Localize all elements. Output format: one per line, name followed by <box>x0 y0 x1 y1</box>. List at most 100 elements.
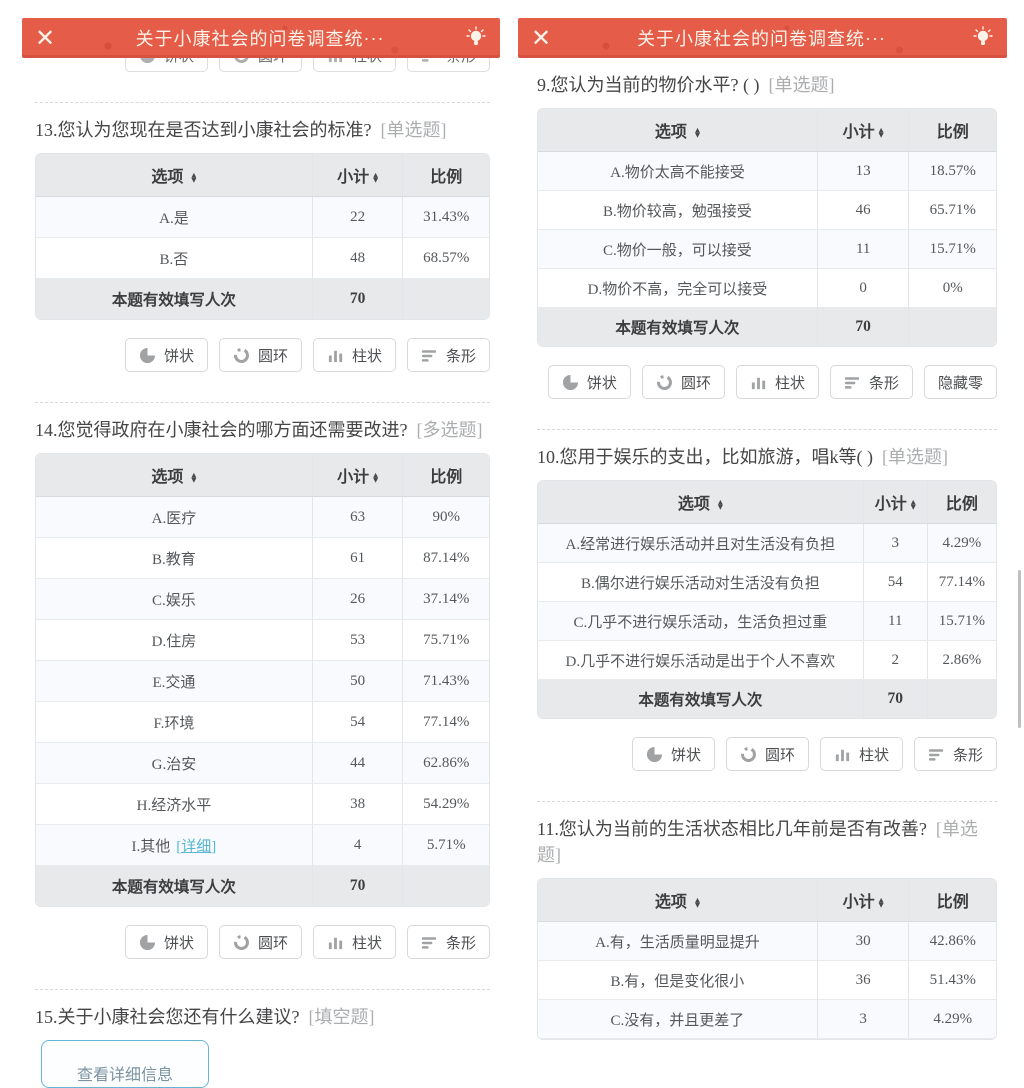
count-cell: 22 <box>312 196 404 238</box>
sort-icon[interactable]: ▲ ▼ <box>191 171 197 185</box>
count-cell: 50 <box>312 660 404 702</box>
bar-icon <box>421 58 438 64</box>
pie-icon <box>139 934 156 951</box>
chart-button-pie[interactable]: 饼状 <box>124 58 208 72</box>
column-header-count[interactable]: 小计 ▲ ▼ <box>312 154 404 197</box>
option-label: I.其他 <box>131 838 171 855</box>
table-header-row: 选项 ▲ ▼ 小计 ▲ ▼ 比例 <box>538 879 996 922</box>
lightbulb-icon[interactable] <box>465 26 487 50</box>
chart-button-pie[interactable]: 饼状 <box>124 338 208 372</box>
column-header-option[interactable]: 选项 ▲ ▼ <box>538 879 818 922</box>
chart-button-bar[interactable]: 条形 <box>913 737 997 771</box>
ring-icon <box>233 347 250 364</box>
chart-button-column[interactable]: 柱状 <box>735 365 819 399</box>
option-label: D.几乎不进行娱乐活动是出于个人不喜欢 <box>565 653 836 670</box>
chart-button-ring[interactable]: 圆环 <box>218 58 302 72</box>
sort-icon[interactable]: ▲ ▼ <box>717 498 723 512</box>
question-type-tag: [多选题] <box>416 420 483 440</box>
column-header-option[interactable]: 选项 ▲ ▼ <box>538 109 818 152</box>
close-icon[interactable]: ✕ <box>531 24 552 52</box>
column-header-count[interactable]: 小计 ▲ ▼ <box>863 481 928 524</box>
sort-icon[interactable]: ▲ ▼ <box>373 171 379 185</box>
chart-button-label: 条形 <box>868 375 899 392</box>
table-row: E.交通 50 71.43% <box>36 660 489 702</box>
sort-icon[interactable]: ▲ ▼ <box>694 126 700 140</box>
table-row: H.经济水平 38 54.29% <box>36 783 489 825</box>
table-row: C.物价一般，可以接受 11 15.71% <box>538 229 996 269</box>
detail-link[interactable]: [详细] <box>176 838 217 855</box>
sort-icon[interactable]: ▲ ▼ <box>373 471 379 485</box>
ratio-cell: 75.71% <box>402 619 489 661</box>
column-header-count[interactable]: 小计 ▲ ▼ <box>312 454 404 497</box>
column-header-option[interactable]: 选项 ▲ ▼ <box>36 454 313 497</box>
pie-icon <box>139 347 156 364</box>
chart-button-ring[interactable]: 圆环 <box>725 737 809 771</box>
ring-icon <box>233 58 250 64</box>
sort-icon[interactable]: ▲ ▼ <box>191 471 197 485</box>
ratio-cell: 68.57% <box>402 237 489 279</box>
chart-button-bar[interactable]: 条形 <box>829 365 913 399</box>
ring-icon <box>233 934 250 951</box>
ratio-cell: 18.57% <box>908 151 996 191</box>
option-label: C.娱乐 <box>152 592 196 609</box>
chart-button-hide_zero[interactable]: 隐藏零 <box>923 365 997 399</box>
column-header-label: 比例 <box>430 469 463 486</box>
chart-button-row: 饼状 圆环 柱状 条形 <box>537 737 997 771</box>
count-cell: 38 <box>312 783 404 825</box>
count-cell: 4 <box>312 824 404 866</box>
chart-button-bar[interactable]: 条形 <box>406 58 490 72</box>
scrollbar[interactable] <box>1018 570 1021 728</box>
chart-button-bar[interactable]: 条形 <box>406 338 490 372</box>
sort-icon[interactable]: ▲ ▼ <box>878 126 884 140</box>
chart-button-column[interactable]: 柱状 <box>312 58 396 72</box>
option-cell: B.否 <box>36 237 313 279</box>
dashed-divider <box>537 801 997 802</box>
ring-icon <box>656 374 673 391</box>
table-row: F.环境 54 77.14% <box>36 701 489 743</box>
column-header-ratio: 比例 <box>908 109 996 152</box>
question-title-text: 14.您觉得政府在小康社会的哪方面还需要改进? <box>35 420 408 440</box>
sort-icon[interactable]: ▲ ▼ <box>694 896 700 910</box>
count-cell: 11 <box>817 229 910 269</box>
table-total-row: 本题有效填写人次 70 <box>538 307 996 346</box>
ratio-cell: 0% <box>908 268 996 308</box>
table-header-row: 选项 ▲ ▼ 小计 ▲ ▼ 比例 <box>538 481 996 524</box>
view-detail-button[interactable]: 查看详细信息 <box>41 1040 209 1088</box>
column-header-count[interactable]: 小计 ▲ ▼ <box>817 879 910 922</box>
column-header-option[interactable]: 选项 ▲ ▼ <box>36 154 313 197</box>
chart-button-column[interactable]: 柱状 <box>819 737 903 771</box>
chart-button-pie[interactable]: 饼状 <box>631 737 715 771</box>
ratio-cell: 2.86% <box>927 640 996 680</box>
chart-button-pie[interactable]: 饼状 <box>124 925 208 959</box>
table-row: D.物价不高，完全可以接受 0 0% <box>538 268 996 308</box>
sort-icon[interactable]: ▲ ▼ <box>878 896 884 910</box>
option-cell: A.经常进行娱乐活动并且对生活没有负担 <box>538 523 864 563</box>
page-title: 关于小康社会的问卷调查统··· <box>135 29 385 49</box>
total-count-cell: 70 <box>312 278 404 319</box>
chart-button-bar[interactable]: 条形 <box>406 925 490 959</box>
chart-button-column[interactable]: 柱状 <box>312 925 396 959</box>
chart-button-pie[interactable]: 饼状 <box>547 365 631 399</box>
chart-button-ring[interactable]: 圆环 <box>641 365 725 399</box>
option-cell: A.医疗 <box>36 496 313 538</box>
column-icon <box>327 934 344 951</box>
dashed-divider <box>35 989 490 990</box>
close-icon[interactable]: ✕ <box>35 24 56 52</box>
chart-button-ring[interactable]: 圆环 <box>218 338 302 372</box>
chart-button-ring[interactable]: 圆环 <box>218 925 302 959</box>
column-header-option[interactable]: 选项 ▲ ▼ <box>538 481 864 524</box>
lightbulb-icon[interactable] <box>972 26 994 50</box>
table-row: B.偶尔进行娱乐活动对生活没有负担 54 77.14% <box>538 562 996 602</box>
question-title-text: 11.您认为当前的生活状态相比几年前是否有改善? <box>537 819 927 839</box>
option-cell: G.治安 <box>36 742 313 784</box>
sort-icon[interactable]: ▲ ▼ <box>910 498 916 512</box>
count-cell: 3 <box>863 523 928 563</box>
option-label: B.有，但是变化很小 <box>610 973 745 990</box>
chart-button-label: 饼状 <box>670 747 701 764</box>
chart-button-row: 饼状 圆环 柱状 条形 隐藏零 <box>537 365 997 399</box>
column-header-count[interactable]: 小计 ▲ ▼ <box>817 109 910 152</box>
column-header-label: 选项 <box>677 496 710 513</box>
question-title: 13.您认为您现在是否达到小康社会的标准? [单选题] <box>35 117 490 143</box>
right-content: 9.您认为当前的物价水平? ( ) [单选题] 选项 ▲ ▼ 小计 ▲ ▼ 比例 A.物价太高不… <box>512 72 1024 1040</box>
chart-button-column[interactable]: 柱状 <box>312 338 396 372</box>
